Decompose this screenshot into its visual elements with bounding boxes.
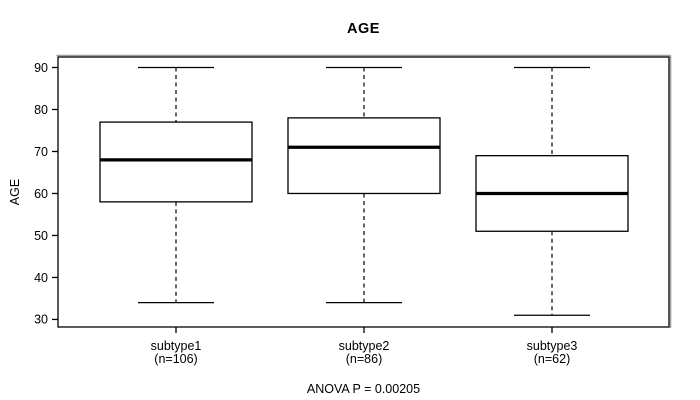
boxplot-subtype2-iqr-box bbox=[287, 117, 441, 195]
boxplot-subtype1-iqr-box bbox=[99, 121, 253, 203]
x-label-subtype2-n: (n=86) bbox=[345, 352, 383, 366]
x-label-subtype1: subtype1 bbox=[150, 339, 202, 353]
y-tick-label-60: 60 bbox=[34, 187, 48, 201]
y-axis-title: AGE bbox=[8, 178, 22, 206]
y-tick-label-90: 90 bbox=[34, 61, 48, 75]
y-tick-label-30: 30 bbox=[34, 313, 48, 327]
anova-annotation: ANOVA P = 0.00205 bbox=[306, 382, 421, 396]
y-tick-label-50: 50 bbox=[34, 229, 48, 243]
x-label-subtype1-n: (n=106) bbox=[154, 352, 198, 366]
chart-title: AGE bbox=[347, 21, 380, 37]
y-tick-label-80: 80 bbox=[34, 103, 48, 117]
y-tick-label-40: 40 bbox=[34, 271, 48, 285]
x-label-subtype2: subtype2 bbox=[338, 339, 390, 353]
y-tick-label-70: 70 bbox=[34, 145, 48, 159]
x-label-subtype3: subtype3 bbox=[526, 339, 578, 353]
x-label-subtype3-n: (n=62) bbox=[533, 352, 571, 366]
